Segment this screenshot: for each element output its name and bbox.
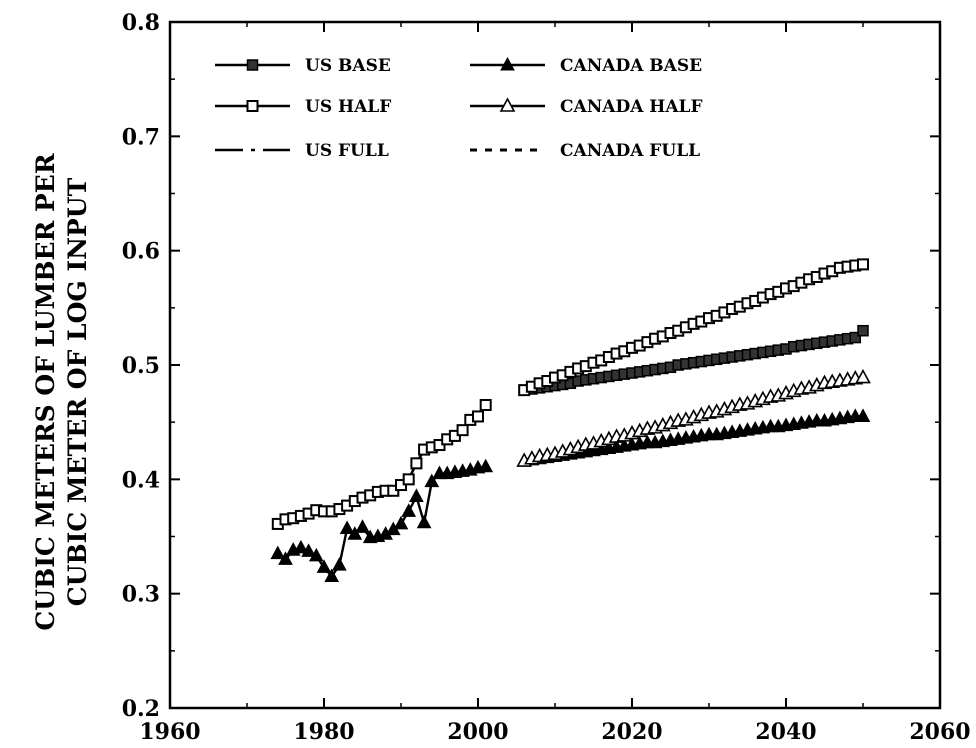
x-tick-label: 2060 — [909, 719, 970, 745]
data-point-canada-base — [478, 458, 494, 473]
x-tick-label: 1980 — [293, 719, 354, 745]
data-point-canada-base — [401, 503, 417, 517]
series-line-canada-base — [277, 465, 486, 578]
legend-item-us-half: US HALF — [215, 97, 391, 117]
data-point-canada-base — [424, 473, 440, 488]
legend-label: US HALF — [305, 97, 391, 117]
data-point-canada-half — [855, 368, 871, 384]
legend-item-us-base: US BASE — [215, 56, 391, 76]
legend-label: CANADA FULL — [560, 141, 700, 161]
data-point-us-half — [857, 258, 869, 271]
data-point-canada-base — [293, 539, 309, 554]
y-tick-label: 0.6 — [122, 239, 160, 265]
data-point-us-base — [849, 331, 862, 344]
data-point-canada-base — [339, 520, 355, 534]
data-point-canada-base — [278, 551, 293, 565]
series-line-us-base — [277, 404, 487, 525]
legend-item-canada-full: CANADA FULL — [470, 141, 700, 161]
plot-frame — [168, 20, 942, 710]
legend-label: CANADA HALF — [560, 97, 703, 117]
y-axis-title: CUBIC METERS OF LUMBER PER CUBIC METER O… — [31, 153, 92, 630]
legend: US BASE US HALF US FULL CANADA BASE CANADA H… — [215, 56, 703, 161]
x-tick-label: 2040 — [755, 719, 816, 745]
x-tick-label: 2020 — [601, 719, 662, 745]
marks-layer — [270, 258, 871, 583]
data-point-canada-base — [316, 559, 332, 573]
series-line-us-half — [277, 404, 487, 525]
y-tick-label: 0.4 — [122, 467, 160, 493]
y-tick-label: 0.3 — [122, 582, 160, 608]
data-point-us-base — [857, 324, 869, 337]
data-point-us-half — [410, 457, 423, 470]
y-axis-title-line1: CUBIC METERS OF LUMBER PER — [31, 153, 60, 630]
series-canada-half — [516, 368, 871, 467]
legend-label: CANADA BASE — [560, 56, 702, 76]
data-point-canada-base — [416, 514, 432, 529]
legend-item-canada-half: CANADA HALF — [470, 97, 703, 117]
legend-label: US FULL — [305, 141, 389, 161]
x-tick-label: 2000 — [447, 719, 508, 745]
legend-swatch-marker — [500, 56, 515, 71]
y-tick-label: 0.5 — [122, 353, 160, 379]
data-point-canada-base — [355, 519, 370, 533]
data-point-canada-base — [409, 488, 424, 502]
data-point-us-half — [456, 424, 469, 437]
data-point-canada-base — [308, 547, 324, 562]
data-point-canada-base — [347, 526, 363, 540]
data-point-canada-base — [393, 515, 409, 530]
legend-swatch-marker — [246, 100, 259, 112]
legend-label: US BASE — [305, 56, 391, 76]
y-tick-label: 0.8 — [122, 10, 160, 36]
legend-swatch-marker — [246, 59, 259, 71]
data-point-us-half — [402, 473, 415, 486]
data-point-canada-base — [301, 543, 316, 557]
data-point-canada-base — [270, 545, 286, 560]
x-tick-label: 1960 — [139, 719, 200, 745]
axes: 1960 1980 2000 2020 2040 2060 0.2 0.3 0.4 0.5 0.6 0… — [122, 10, 971, 745]
legend-item-us-full: US FULL — [215, 141, 389, 161]
data-point-us-half — [479, 399, 492, 412]
data-point-canada-base — [332, 557, 347, 571]
data-point-us-half — [472, 410, 484, 423]
data-point-canada-base — [324, 568, 340, 583]
legend-item-canada-base: CANADA BASE — [470, 56, 702, 76]
data-point-canada-base — [855, 408, 871, 422]
series-us-half — [271, 258, 869, 530]
y-tick-label: 0.2 — [122, 696, 160, 722]
legend-swatch-marker — [499, 97, 516, 112]
y-tick-label: 0.7 — [122, 124, 160, 150]
y-axis-title-line2: CUBIC METER OF LOG INPUT — [63, 177, 92, 606]
